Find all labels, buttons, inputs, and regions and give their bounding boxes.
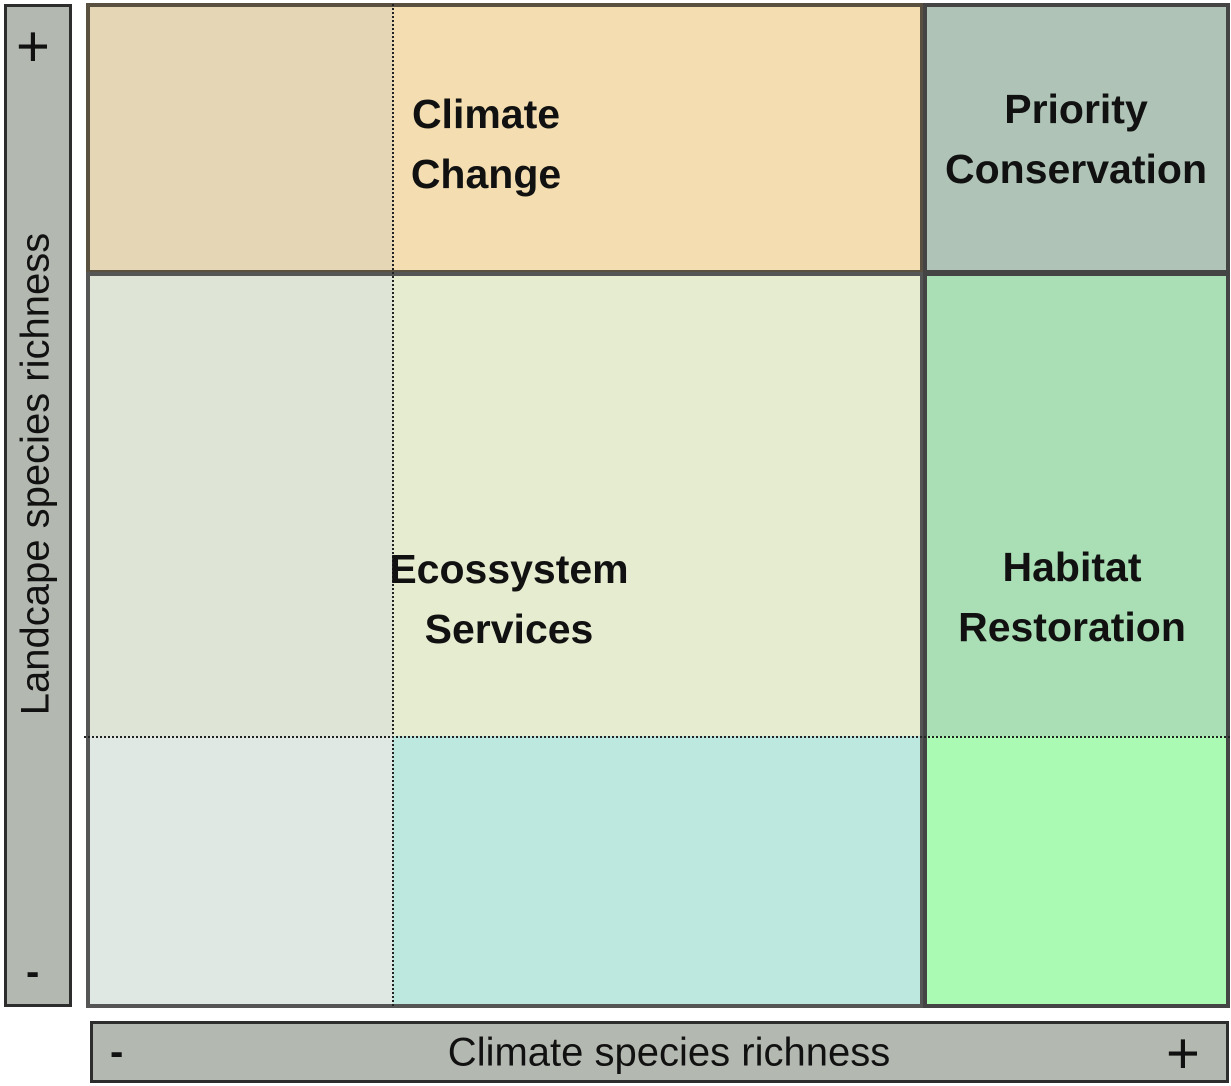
x-axis-minus-sign: - bbox=[110, 1030, 124, 1074]
habitat-restoration-region bbox=[923, 272, 1230, 1008]
x-axis-title: Climate species richness bbox=[447, 1030, 891, 1075]
ecosystem-cell-lower-right bbox=[393, 736, 923, 1006]
y-axis-plus-sign: + bbox=[16, 14, 50, 79]
y-axis-bar bbox=[4, 4, 72, 1007]
habitat-restoration-label-line1: Habitat bbox=[1002, 544, 1142, 590]
priority-conservation-label-line1: Priority bbox=[1004, 86, 1148, 132]
vertical-dotted-divider bbox=[392, 4, 394, 1006]
habitat-restoration-label: Habitat Restoration bbox=[922, 537, 1222, 657]
climate-change-cell-left bbox=[88, 6, 393, 272]
climate-change-label-line2: Change bbox=[410, 151, 562, 197]
x-axis-bar bbox=[90, 1021, 1229, 1083]
priority-conservation-cell bbox=[925, 6, 1229, 272]
ecosystem-services-region bbox=[86, 272, 924, 1008]
climate-change-label-line1: Climate bbox=[411, 91, 561, 137]
horizontal-dotted-divider bbox=[84, 736, 1230, 738]
ecosystem-cell-lower-left bbox=[88, 736, 393, 1006]
ecosystem-services-label-line1: Ecossystem bbox=[389, 546, 629, 592]
ecosystem-cell-upper-left bbox=[88, 274, 393, 736]
y-axis-minus-sign: - bbox=[26, 950, 40, 994]
y-axis-title: Landcape species richness bbox=[13, 232, 58, 716]
ecosystem-services-label: Ecossystem Services bbox=[359, 539, 659, 659]
habitat-restoration-label-line2: Restoration bbox=[958, 604, 1186, 650]
ecosystem-services-label-line2: Services bbox=[424, 606, 594, 652]
climate-change-label: Climate Change bbox=[386, 84, 586, 204]
habitat-cell-lower bbox=[925, 736, 1229, 1006]
x-axis-plus-sign: + bbox=[1166, 1021, 1200, 1086]
priority-conservation-label-line2: Conservation bbox=[945, 146, 1207, 192]
ecosystem-cell-upper-right bbox=[393, 274, 923, 736]
habitat-cell-upper bbox=[925, 274, 1229, 736]
climate-change-cell-right bbox=[393, 6, 923, 272]
priority-conservation-label: Priority Conservation bbox=[926, 79, 1226, 199]
